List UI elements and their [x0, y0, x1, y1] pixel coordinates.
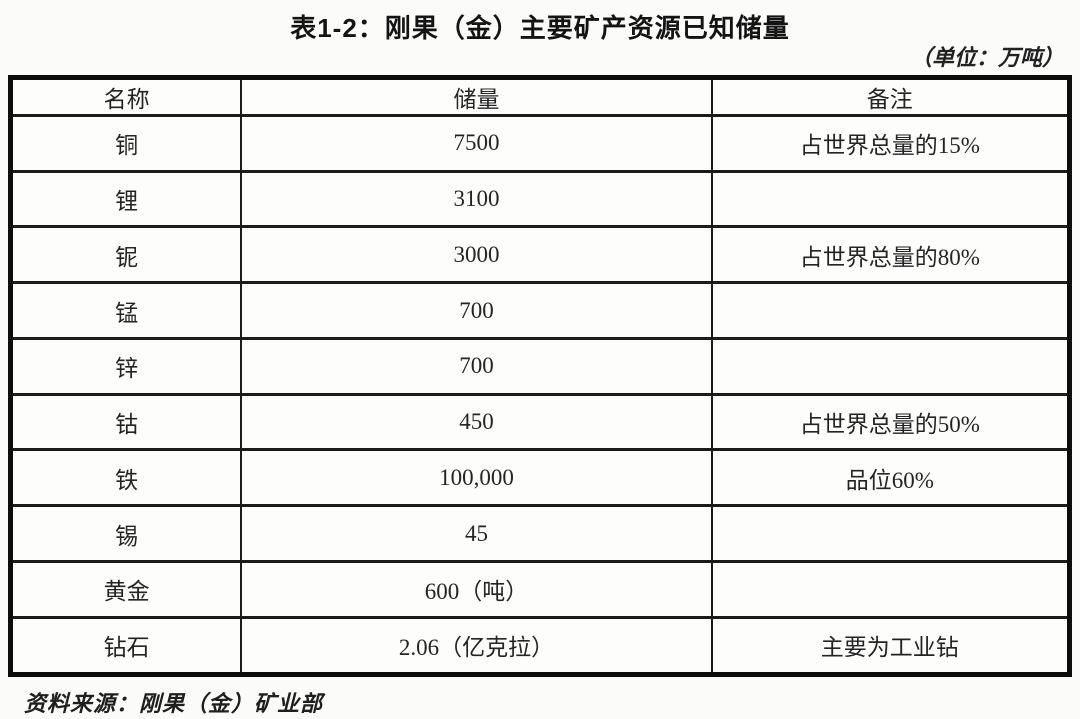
table-row: 锰 700 [9, 281, 1071, 340]
cell-mineral-name: 铁 [9, 448, 243, 508]
column-header: 名称 [9, 76, 243, 117]
table-row: 锂 3100 [9, 169, 1071, 229]
cell-reserve-amount: 450 [240, 392, 713, 452]
cell-reserve-amount: 600（吨） [240, 559, 713, 619]
cell-mineral-name: 铌 [9, 225, 243, 285]
table-title: 表1-2：刚果（金）主要矿产资源已知储量 [290, 13, 790, 43]
cell-mineral-name: 铜 [9, 114, 243, 173]
table-row: 铁 100,000 品位60% [9, 448, 1071, 508]
cell-reserve-amount: 7500 [240, 114, 713, 173]
cell-reserve-amount: 2.06（亿克拉） [240, 615, 713, 677]
table-row: 锡 45 [9, 504, 1071, 563]
table-header-row: 名称 储量 备注 [9, 76, 1071, 117]
cell-reserve-amount: 100,000 [240, 448, 713, 508]
cell-remark: 占世界总量的15% [710, 114, 1071, 173]
cell-reserve-amount: 700 [240, 336, 713, 396]
cell-remark: 品位60% [710, 448, 1071, 508]
cell-reserve-amount: 700 [240, 281, 713, 340]
column-header: 备注 [710, 76, 1071, 117]
cell-mineral-name: 锂 [9, 169, 243, 229]
cell-mineral-name: 黄金 [9, 559, 243, 619]
mineral-reserves-table: 名称 储量 备注 铜 7500 占世界总量的15% 锂 3100 铌 3000 占世界总量的80%… [8, 75, 1072, 677]
cell-reserve-amount: 3100 [240, 169, 713, 229]
cell-remark [710, 336, 1071, 396]
table-row: 铜 7500 占世界总量的15% [9, 114, 1071, 173]
cell-remark: 占世界总量的80% [710, 225, 1071, 285]
table-row: 钴 450 占世界总量的50% [9, 392, 1071, 452]
cell-mineral-name: 钻石 [9, 615, 243, 677]
cell-remark: 主要为工业钻 [710, 615, 1071, 677]
table-row: 钻石 2.06（亿克拉） 主要为工业钻 [9, 615, 1071, 677]
column-header: 储量 [240, 76, 713, 117]
unit-note: （单位：万吨） [909, 45, 1064, 70]
cell-reserve-amount: 3000 [240, 225, 713, 285]
table-body: 铜 7500 占世界总量的15% 锂 3100 铌 3000 占世界总量的80% 锰 700 锌 70… [9, 114, 1071, 677]
source-note: 资料来源：刚果（金）矿业部 [24, 691, 324, 716]
cell-remark: 占世界总量的50% [710, 392, 1071, 452]
cell-reserve-amount: 45 [240, 504, 713, 563]
table-row: 锌 700 [9, 336, 1071, 396]
cell-remark [710, 169, 1071, 229]
cell-mineral-name: 锡 [9, 504, 243, 563]
cell-remark [710, 504, 1071, 563]
cell-mineral-name: 锰 [9, 281, 243, 340]
table-row: 黄金 600（吨） [9, 559, 1071, 619]
table-row: 铌 3000 占世界总量的80% [9, 225, 1071, 285]
cell-remark [710, 559, 1071, 619]
cell-remark [710, 281, 1071, 340]
cell-mineral-name: 钴 [9, 392, 243, 452]
cell-mineral-name: 锌 [9, 336, 243, 396]
